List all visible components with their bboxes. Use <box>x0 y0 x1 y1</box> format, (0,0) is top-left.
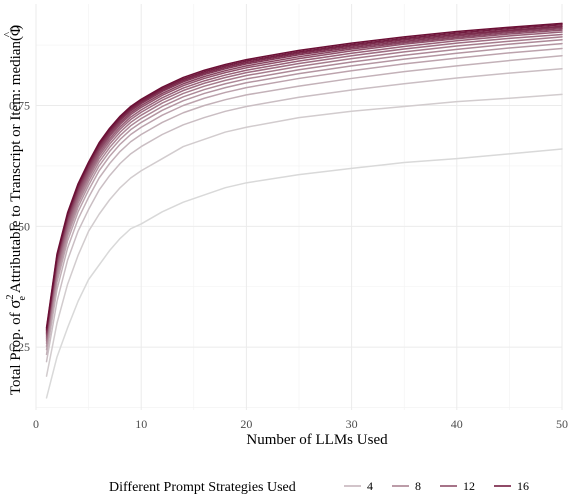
legend-label-12: 12 <box>463 479 475 493</box>
x-axis-ticks: 0 10 20 30 40 50 <box>33 417 568 431</box>
x-tick-label: 50 <box>556 417 568 431</box>
legend-label-8: 8 <box>415 479 421 493</box>
series-line-7 <box>45 39 563 345</box>
x-axis-label: Number of LLMs Used <box>246 432 388 448</box>
series-line-1 <box>45 148 563 399</box>
legend-label-16: 16 <box>517 479 529 493</box>
series-line-4 <box>45 54 563 356</box>
x-tick-label: 0 <box>33 417 39 431</box>
grid <box>35 4 563 410</box>
x-tick-label: 20 <box>240 417 252 431</box>
x-tick-label: 10 <box>135 417 147 431</box>
series-line-2 <box>45 93 563 377</box>
x-tick-label: 40 <box>451 417 463 431</box>
series-line-5 <box>45 47 563 351</box>
series-line-14 <box>45 25 563 332</box>
legend-label-4: 4 <box>367 479 373 493</box>
legend-title: Different Prompt Strategies Used <box>109 480 296 495</box>
y-axis-ticks: 0.25 0.50 0.75 <box>9 99 30 355</box>
x-tick-label: 30 <box>346 417 358 431</box>
series-line-12 <box>45 27 563 335</box>
y-tick-label: 0.50 <box>9 219 30 233</box>
series-line-16 <box>45 22 563 329</box>
series-line-11 <box>45 29 563 336</box>
y-axis-label: Total Prop. of σ2e Attributable to Trans… <box>2 25 28 395</box>
y-tick-label: 0.25 <box>9 340 30 354</box>
series-line-10 <box>45 31 563 338</box>
series-line-6 <box>45 42 563 347</box>
series-line-15 <box>45 24 563 331</box>
legend: Different Prompt Strategies Used 4 8 12 16 <box>109 479 529 495</box>
series-line-8 <box>45 36 563 342</box>
series-line-9 <box>45 33 563 340</box>
series-lines <box>45 22 563 399</box>
series-line-3 <box>45 68 563 363</box>
y-tick-label: 0.75 <box>9 99 30 113</box>
